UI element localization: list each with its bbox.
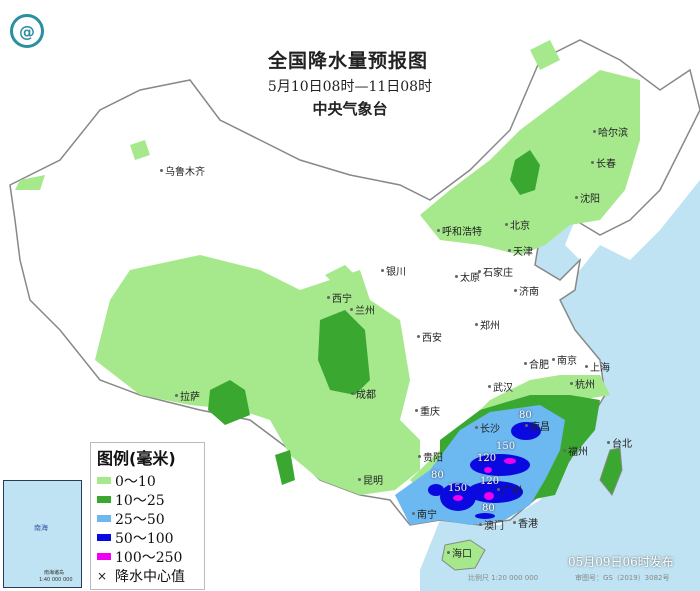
x-mark-icon: × (97, 568, 108, 583)
precip-center-value: 120 (477, 453, 497, 464)
city-label: 香港 (513, 515, 538, 530)
city-label: 昆明 (358, 472, 383, 487)
city-label: 北京 (505, 217, 530, 232)
legend-center-label: 降水中心值 (115, 568, 185, 585)
city-label: 乌鲁木齐 (160, 163, 205, 178)
legend-label: 10～25 (115, 492, 165, 509)
city-label: 哈尔滨 (593, 124, 628, 139)
inset-label: 南海诸岛 (44, 570, 65, 576)
city-label: 重庆 (415, 403, 440, 418)
city-label: 南昌 (525, 418, 550, 433)
precip-center-value: 120 (480, 476, 500, 487)
legend-swatch (97, 496, 111, 503)
legend-swatch (97, 515, 111, 522)
legend-label: 50～100 (115, 530, 174, 547)
forecast-period: 5月10日08时—11日08时 (267, 79, 433, 95)
legend-item: 0～10 (97, 471, 204, 490)
legend-swatch (97, 553, 111, 560)
agency-name: 中央气象台 (312, 100, 388, 118)
precip-center-value: 80 (482, 503, 495, 514)
legend-item: 25～50 (97, 509, 204, 528)
legend-item: 50～100 (97, 528, 204, 547)
legend-title: 图例(毫米) (97, 449, 176, 468)
city-label: 武汉 (488, 379, 513, 394)
city-label: 贵阳 (418, 449, 443, 464)
city-label: 合肥 (524, 356, 549, 371)
legend-item: 10～25 (97, 490, 204, 509)
precip-center-value: 150 (448, 483, 468, 494)
legend-label: 25～50 (115, 511, 165, 528)
legend-swatch (97, 534, 111, 541)
hainan-island (441, 539, 486, 571)
precip-center-value: 80 (431, 470, 444, 481)
legend-swatch (97, 477, 111, 484)
city-label: 兰州 (350, 302, 375, 317)
city-label: 杭州 (570, 376, 595, 391)
city-label: 西宁 (327, 290, 352, 305)
map-title: 全国降水量预报图 (267, 50, 428, 72)
city-label: 呼和浩特 (437, 223, 482, 238)
legend-label: 0～10 (115, 473, 156, 490)
review-number: 审图号：GS（2019）3082号 (575, 574, 670, 582)
taiwan-island (599, 447, 623, 496)
precip-center-value: 150 (496, 441, 516, 452)
city-label: 台北 (607, 435, 632, 450)
city-label: 南宁 (412, 506, 437, 521)
sea-east (420, 180, 700, 591)
city-label: 海口 (447, 545, 472, 560)
south-china-sea-inset: 南海 南海诸岛 1:40 000 000 (3, 480, 82, 588)
city-label: 成都 (351, 386, 376, 401)
city-label: 长沙 (475, 420, 500, 435)
city-label: 天津 (508, 243, 533, 258)
legend: 图例(毫米) 0～10 10～25 25～50 50～100 100～250 × 降水中心… (90, 442, 205, 590)
city-label: 济南 (514, 283, 539, 298)
city-label: 南京 (552, 352, 577, 367)
inset-scale: 1:40 000 000 (39, 577, 73, 583)
city-label: 郑州 (475, 317, 500, 332)
rain-50-100 (428, 422, 541, 519)
issued-time: 05月09日06时发布 (568, 555, 674, 569)
city-label: 沈阳 (575, 190, 600, 205)
city-label: 西安 (417, 329, 442, 344)
precip-center-value: 80 (519, 410, 532, 421)
city-label: 太原 (455, 269, 480, 284)
legend-item: 100～250 (97, 547, 204, 566)
cma-logo-icon: @ (10, 14, 44, 48)
city-label: 石家庄 (478, 264, 513, 279)
city-label: 澳门 (479, 517, 504, 532)
city-label: 广州 (497, 482, 522, 497)
city-label: 长春 (591, 155, 616, 170)
inset-sea-label: 南海 (34, 524, 48, 532)
legend-label: 100～250 (115, 549, 183, 566)
city-label: 福州 (563, 443, 588, 458)
city-label: 银川 (381, 263, 406, 278)
legend-center-mark: × 降水中心值 (97, 566, 204, 585)
city-label: 上海 (585, 359, 610, 374)
rain-100-250 (453, 458, 516, 501)
map-scale: 比例尺 1:20 000 000 (468, 574, 539, 582)
city-label: 拉萨 (175, 388, 200, 403)
